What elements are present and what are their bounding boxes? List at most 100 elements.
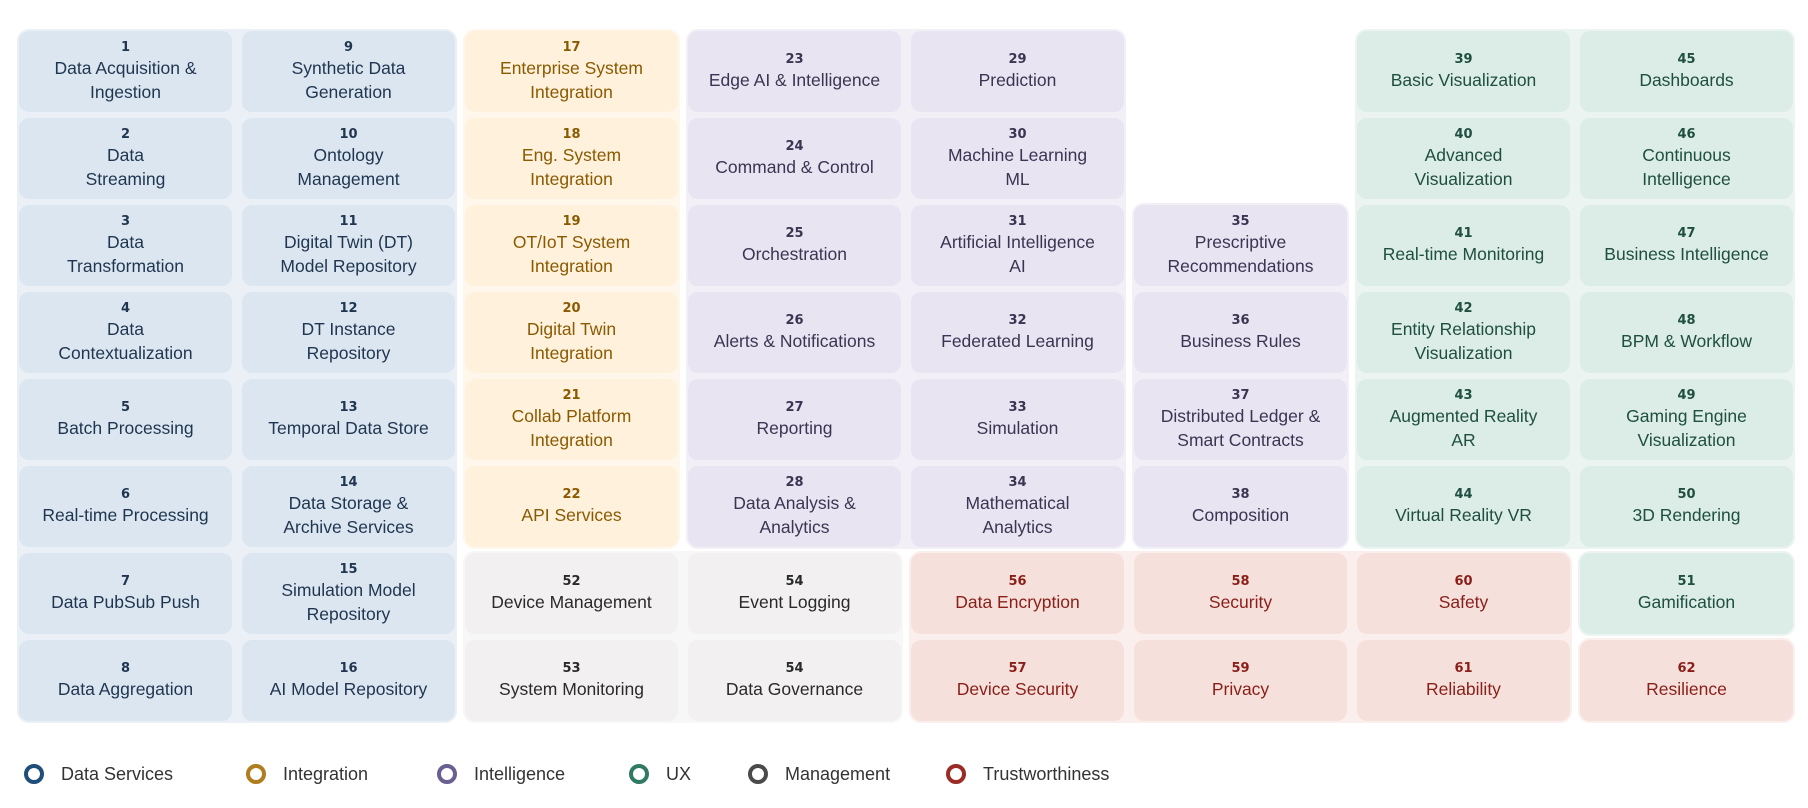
capability-tile: 2 Data Streaming <box>19 118 232 199</box>
capability-tile: 8 Data Aggregation <box>19 640 232 721</box>
capability-tile: 10 Ontology Management <box>242 118 455 199</box>
capability-number: 53 <box>562 661 581 676</box>
legend-label: Integration <box>283 763 369 784</box>
capability-tile: 26 Alerts & Notifications <box>688 292 901 373</box>
capability-number: 42 <box>1454 301 1473 316</box>
capability-label: Privacy <box>1211 679 1270 699</box>
capability-tile: 38 Composition <box>1134 466 1347 547</box>
capability-label: Synthetic Data Generation <box>291 58 406 102</box>
capability-number: 27 <box>785 400 804 415</box>
capability-tile: 48 BPM & Workflow <box>1580 292 1793 373</box>
capability-number: 25 <box>785 226 804 241</box>
capability-label: Ontology Management <box>297 145 400 189</box>
capability-label: Digital Twin Integration <box>526 319 617 363</box>
capability-number: 4 <box>120 301 131 316</box>
capability-tile: 42 Entity Relationship Visualization <box>1357 292 1570 373</box>
capability-label: Real-time Processing <box>42 505 209 525</box>
capability-number: 46 <box>1677 127 1696 142</box>
legend-item-data: Data Services <box>24 752 173 796</box>
capability-label: Augmented Reality AR <box>1389 406 1538 450</box>
capability-label: Security <box>1208 592 1273 612</box>
capability-tile: 61 Reliability <box>1357 640 1570 721</box>
capability-label: Real-time Monitoring <box>1382 244 1545 264</box>
capability-number: 41 <box>1454 226 1473 241</box>
capability-tile: 1 Data Acquisition & Ingestion <box>19 31 232 112</box>
legend-item-management: Management <box>748 752 890 796</box>
capability-label: Reliability <box>1426 679 1501 699</box>
capability-label: Digital Twin (DT) Model Repository <box>280 232 417 276</box>
capability-label: Eng. System Integration <box>521 145 622 189</box>
capability-label: Advanced Visualization <box>1414 145 1513 189</box>
circle-icon <box>629 764 649 784</box>
capability-tile: 22 API Services <box>465 466 678 547</box>
capability-label: Machine Learning ML <box>947 145 1088 189</box>
capability-tile: 32 Federated Learning <box>911 292 1124 373</box>
capability-tile: 30 Machine Learning ML <box>911 118 1124 199</box>
capability-number: 10 <box>339 127 358 142</box>
capability-number: 11 <box>339 214 358 229</box>
capability-number: 8 <box>120 661 131 676</box>
capability-number: 9 <box>343 40 354 55</box>
capability-number: 48 <box>1677 313 1696 328</box>
capability-number: 44 <box>1454 487 1473 502</box>
capability-number: 1 <box>120 40 131 55</box>
capability-label: Alerts & Notifications <box>713 331 876 351</box>
legend-label: UX <box>666 763 692 784</box>
capability-number: 32 <box>1008 313 1027 328</box>
capability-tile: 43 Augmented Reality AR <box>1357 379 1570 460</box>
capability-label: Device Management <box>491 592 652 612</box>
legend-item-integration: Integration <box>246 752 368 796</box>
capability-tile: 46 Continuous Intelligence <box>1580 118 1793 199</box>
capability-number: 61 <box>1454 661 1473 676</box>
capability-tile: 12 DT Instance Repository <box>242 292 455 373</box>
capability-label: Command & Control <box>715 157 874 177</box>
capability-number: 7 <box>120 574 131 589</box>
capability-label: Edge AI & Intelligence <box>708 70 881 90</box>
capability-number: 14 <box>339 475 358 490</box>
capability-label: Data Streaming <box>85 145 166 189</box>
capability-number: 19 <box>562 214 581 229</box>
capability-label: Mathematical Analytics <box>965 493 1070 537</box>
capability-label: Data PubSub Push <box>51 592 200 612</box>
legend-label: Data Services <box>61 763 174 784</box>
capability-periodic-table: 1 Data Acquisition & Ingestion 2 Data Strea… <box>17 29 1795 723</box>
capability-number: 26 <box>785 313 804 328</box>
capability-tile: 39 Basic Visualization <box>1357 31 1570 112</box>
capability-tile: 20 Digital Twin Integration <box>465 292 678 373</box>
capability-label: Business Rules <box>1180 331 1301 351</box>
capability-tile: 45 Dashboards <box>1580 31 1793 112</box>
capability-tile: 58 Security <box>1134 553 1347 634</box>
capability-label: OT/IoT System Integration <box>512 232 631 276</box>
capability-tile: 14 Data Storage & Archive Services <box>242 466 455 547</box>
capability-number: 52 <box>562 574 581 589</box>
capability-number: 6 <box>120 487 131 502</box>
capability-tile: 62 Resilience <box>1580 640 1793 721</box>
capability-tile: 47 Business Intelligence <box>1580 205 1793 286</box>
capability-number: 22 <box>562 487 581 502</box>
capability-label: Distributed Ledger & Smart Contracts <box>1160 406 1321 450</box>
capability-number: 31 <box>1008 214 1027 229</box>
capability-tile: 44 Virtual Reality VR <box>1357 466 1570 547</box>
capability-label: Basic Visualization <box>1390 70 1537 90</box>
capability-label: Data Aggregation <box>57 679 194 699</box>
capability-tile: 54 Data Governance <box>688 640 901 721</box>
capability-tile: 21 Collab Platform Integration <box>465 379 678 460</box>
capability-tile: 17 Enterprise System Integration <box>465 31 678 112</box>
capability-tile: 19 OT/IoT System Integration <box>465 205 678 286</box>
capability-number: 30 <box>1008 127 1027 142</box>
capability-tile: 7 Data PubSub Push <box>19 553 232 634</box>
capability-number: 50 <box>1677 487 1696 502</box>
capability-label: Entity Relationship Visualization <box>1391 319 1536 363</box>
legend-item-intelligence: Intelligence <box>437 752 565 796</box>
circle-icon <box>246 764 266 784</box>
capability-label: Data Acquisition & Ingestion <box>54 58 197 102</box>
capability-number: 58 <box>1231 574 1250 589</box>
legend-item-trust: Trustworthiness <box>946 752 1109 796</box>
capability-label: DT Instance Repository <box>301 319 396 363</box>
capability-label: Event Logging <box>738 592 851 612</box>
capability-label: Device Security <box>956 679 1079 699</box>
capability-tile: 60 Safety <box>1357 553 1570 634</box>
group-background-ux <box>1355 29 1795 549</box>
capability-tile: 24 Command & Control <box>688 118 901 199</box>
capability-tile: 31 Artificial Intelligence AI <box>911 205 1124 286</box>
